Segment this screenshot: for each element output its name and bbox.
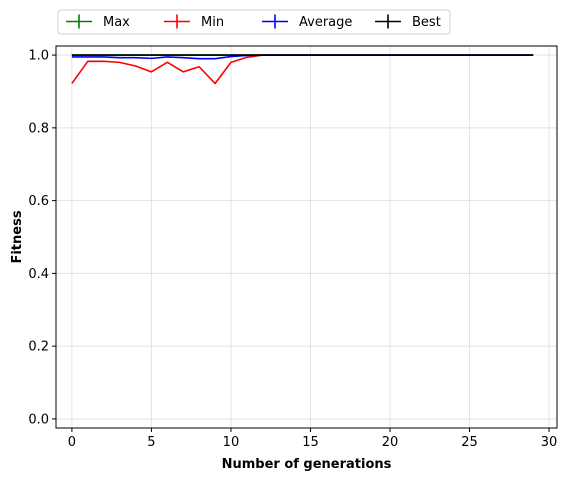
x-axis-title: Number of generations xyxy=(222,457,392,472)
y-tick-label: 1.0 xyxy=(28,49,49,64)
y-axis-title: Fitness xyxy=(10,210,25,263)
legend-box xyxy=(57,9,451,35)
legend-entry-best[interactable]: Best xyxy=(375,14,441,31)
grid-lines xyxy=(56,46,557,428)
y-tick-label: 0.8 xyxy=(28,121,49,136)
plot-area-frame xyxy=(55,45,558,429)
x-tick-label: 25 xyxy=(461,435,478,450)
legend-label: Average xyxy=(299,15,352,30)
y-tick-label: 0.6 xyxy=(28,194,49,209)
x-tick-label: 10 xyxy=(223,435,240,450)
legend-entry-min[interactable]: Min xyxy=(164,14,224,31)
axis-ticks: 0 5 10 15 20 25 30 0.0 0.2 0.4 0.6 0.8 1.0 xyxy=(28,49,557,450)
x-tick-label: 20 xyxy=(382,435,399,450)
y-tick-label: 0.2 xyxy=(28,340,49,355)
legend-entry-max[interactable]: Max xyxy=(66,14,130,31)
legend[interactable]: Max Min Average Best xyxy=(57,9,451,35)
x-tick-label: 30 xyxy=(541,435,558,450)
legend-entry-average[interactable]: Average xyxy=(262,14,352,31)
series-line-min xyxy=(71,54,534,85)
x-tick-label: 5 xyxy=(147,435,155,450)
y-tick-label: 0.0 xyxy=(28,412,49,427)
y-tick-label: 0.4 xyxy=(28,267,49,282)
legend-label: Max xyxy=(103,15,130,30)
legend-label: Min xyxy=(201,15,224,30)
plot-series xyxy=(71,54,534,85)
x-tick-label: 0 xyxy=(68,435,76,450)
legend-label: Best xyxy=(412,15,441,30)
x-tick-label: 15 xyxy=(302,435,319,450)
